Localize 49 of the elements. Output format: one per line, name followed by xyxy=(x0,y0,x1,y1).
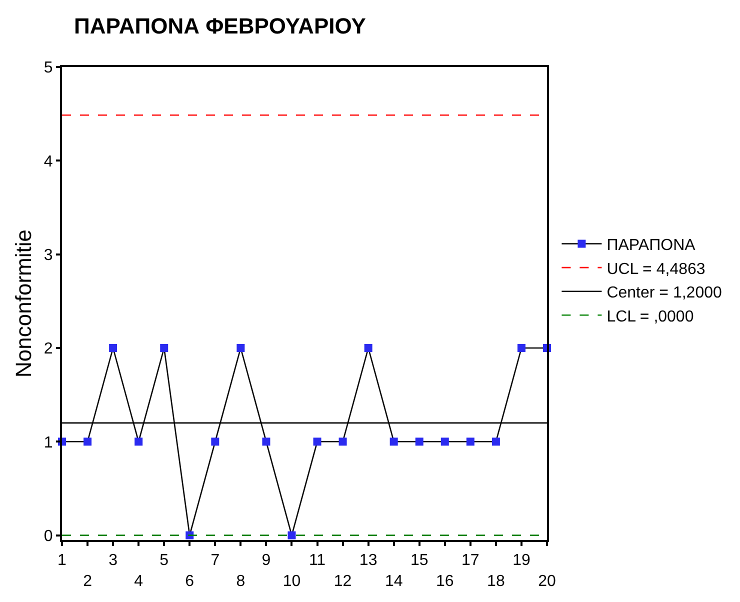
x-tick-label: 20 xyxy=(538,573,556,590)
point xyxy=(466,438,474,446)
legend-label: LCL = ,0000 xyxy=(606,308,694,326)
x-tick-label: 3 xyxy=(108,552,118,570)
point xyxy=(313,438,322,446)
x-tick-label: 14 xyxy=(384,573,403,590)
x-tick-label: 1 xyxy=(58,552,67,570)
x-tick-label: 6 xyxy=(185,573,194,590)
point xyxy=(109,344,118,352)
point xyxy=(236,344,245,352)
point xyxy=(492,438,500,446)
x-tick-label: 9 xyxy=(262,552,271,570)
x-tick-label: 4 xyxy=(134,573,144,590)
x-tick-label: 13 xyxy=(359,552,378,570)
x-tick-label: 17 xyxy=(462,552,480,570)
x-tick-label: 2 xyxy=(83,573,92,590)
point xyxy=(517,344,526,352)
y-tick-label: 3 xyxy=(44,246,53,264)
y-tick-label: 0 xyxy=(44,528,53,545)
x-tick-label: 11 xyxy=(308,552,326,570)
point xyxy=(160,344,168,352)
chart-title: ΠΑΡΑΠΟΝΑ ΦΕΒΡΟΥΑΡΙΟΥ xyxy=(74,13,366,38)
y-tick-label: 5 xyxy=(44,60,53,77)
point xyxy=(211,438,220,446)
legend-label: Center = 1,2000 xyxy=(606,284,722,302)
point xyxy=(415,438,424,446)
point xyxy=(262,438,270,446)
legend-label: UCL = 4,4863 xyxy=(606,260,706,278)
x-tick-label: 5 xyxy=(160,552,169,570)
x-tick-label: 8 xyxy=(236,573,246,590)
point xyxy=(338,438,347,446)
point xyxy=(84,438,92,446)
x-tick-label: 16 xyxy=(436,573,454,590)
point xyxy=(390,438,398,446)
x-tick-label: 19 xyxy=(512,552,530,570)
point xyxy=(440,438,449,446)
legend-label: ΠΑΡΑΠΟΝΑ xyxy=(606,236,696,254)
x-tick-label: 10 xyxy=(282,573,301,590)
x-tick-label: 7 xyxy=(210,552,220,570)
y-tick-label: 1 xyxy=(44,434,53,452)
point xyxy=(364,344,372,352)
y-tick-label: 2 xyxy=(44,340,53,358)
x-tick-label: 15 xyxy=(410,552,428,570)
point xyxy=(134,438,143,446)
y-axis-title: Nonconformitie xyxy=(11,230,36,378)
x-tick-label: 18 xyxy=(487,573,505,590)
y-tick-label: 4 xyxy=(44,153,53,170)
point xyxy=(288,531,296,540)
x-tick-label: 12 xyxy=(334,573,352,590)
